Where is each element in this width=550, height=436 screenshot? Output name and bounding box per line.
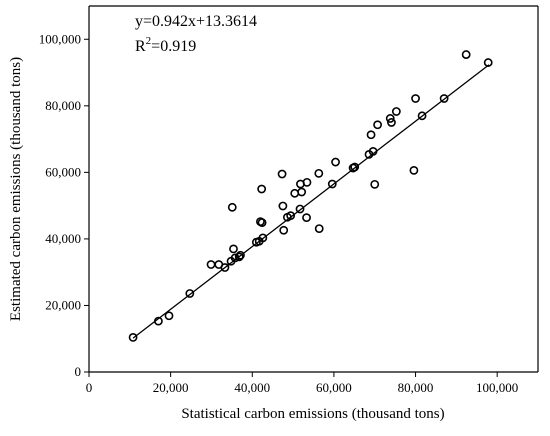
data-point bbox=[373, 120, 382, 130]
data-point bbox=[366, 130, 376, 140]
data-point bbox=[302, 213, 311, 223]
data-point bbox=[257, 184, 267, 194]
data-point bbox=[278, 201, 288, 211]
data-point bbox=[314, 224, 324, 233]
data-point bbox=[277, 169, 287, 179]
data-point bbox=[257, 218, 267, 228]
data-point bbox=[387, 118, 396, 127]
data-point bbox=[385, 114, 395, 123]
annotation-equation: y=0.942x+13.3614 bbox=[135, 13, 257, 30]
x-tick-label: 0 bbox=[86, 380, 93, 395]
x-axis-label: Statistical carbon emissions (thousand t… bbox=[181, 406, 444, 422]
data-point bbox=[236, 250, 245, 260]
fit-line-group bbox=[132, 64, 490, 339]
x-tick-label: 40,000 bbox=[234, 380, 270, 395]
data-point bbox=[302, 177, 312, 187]
x-tick-label: 100,000 bbox=[476, 380, 518, 395]
y-ticks: 0 20,000 40,000 60,000 80,000 100,000 bbox=[39, 31, 89, 379]
plot-frame bbox=[88, 5, 539, 373]
data-point bbox=[164, 311, 174, 321]
x-tick-label: 60,000 bbox=[316, 380, 352, 395]
data-point bbox=[295, 204, 305, 214]
data-point bbox=[331, 157, 340, 167]
data-point bbox=[286, 211, 296, 221]
y-axis-label: Estimated carbon emissions (thousand ton… bbox=[8, 57, 24, 321]
y-tick-label: 80,000 bbox=[45, 98, 81, 113]
data-point bbox=[185, 289, 195, 298]
data-point bbox=[483, 58, 493, 67]
data-point bbox=[314, 168, 324, 178]
annotation-r2: R2=0.919 bbox=[135, 35, 196, 55]
annotation-r2-prefix: R bbox=[135, 38, 146, 55]
data-point bbox=[368, 147, 378, 156]
y-tick-label: 20,000 bbox=[45, 297, 81, 312]
annotation-r2-superscript: 2 bbox=[146, 35, 152, 47]
data-point bbox=[409, 165, 419, 175]
x-tick-label: 20,000 bbox=[153, 380, 189, 395]
y-tick-label: 60,000 bbox=[45, 164, 81, 179]
data-point bbox=[279, 225, 289, 235]
data-point bbox=[258, 233, 268, 243]
data-point bbox=[411, 94, 420, 103]
annotation-r2-value: =0.919 bbox=[151, 38, 196, 55]
y-tick-label: 0 bbox=[75, 364, 82, 379]
data-point bbox=[391, 107, 401, 116]
data-point bbox=[461, 50, 471, 59]
data-point bbox=[350, 162, 360, 172]
data-point bbox=[290, 188, 300, 198]
data-point bbox=[206, 260, 216, 269]
data-point bbox=[327, 179, 337, 189]
y-tick-label: 100,000 bbox=[39, 31, 81, 46]
data-point bbox=[227, 202, 237, 212]
data-point bbox=[417, 111, 427, 121]
data-point bbox=[297, 187, 307, 197]
data-point bbox=[229, 244, 238, 254]
data-point bbox=[370, 179, 380, 189]
data-point bbox=[234, 252, 244, 262]
regression-line bbox=[132, 64, 490, 339]
x-tick-label: 80,000 bbox=[398, 380, 434, 395]
y-tick-label: 40,000 bbox=[45, 231, 81, 246]
data-point bbox=[128, 332, 138, 342]
data-point bbox=[439, 94, 449, 103]
x-ticks: 0 20,000 40,000 60,000 80,000 100,000 bbox=[86, 372, 518, 395]
data-points bbox=[128, 50, 493, 342]
data-point bbox=[153, 316, 163, 326]
data-point bbox=[220, 263, 230, 272]
